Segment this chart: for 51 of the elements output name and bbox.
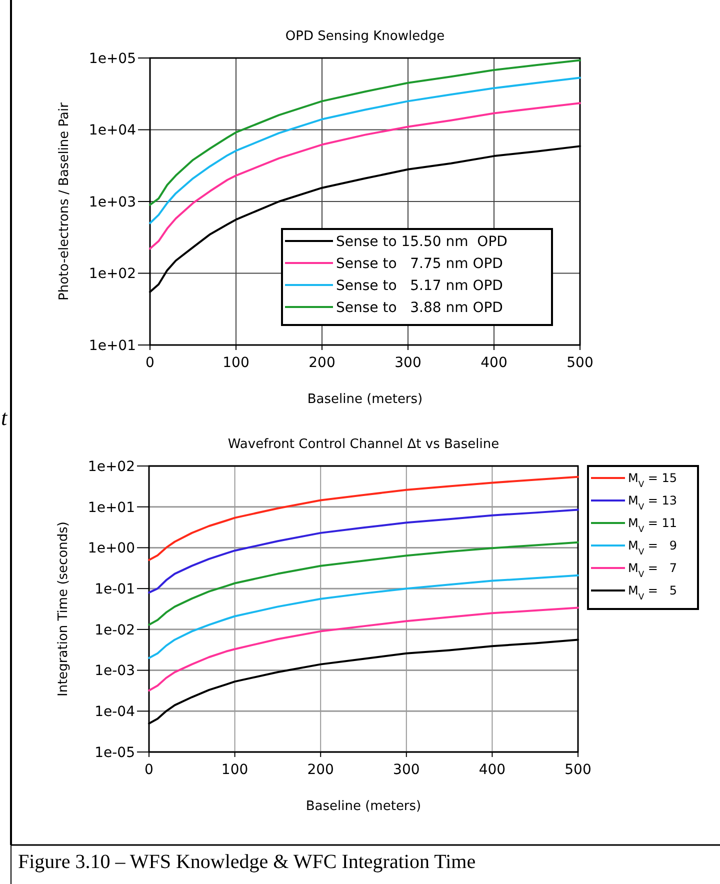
y-tick-label: 1e+04 — [88, 122, 136, 139]
caption: Figure 3.10 – WFS Knowledge & WFC Integration Time — [18, 851, 476, 873]
y-tick-label: 1e-04 — [94, 704, 136, 720]
y-tick-label: 1e+03 — [88, 194, 136, 210]
x-tick-label: 0 — [146, 355, 154, 371]
legend-label: Sense to 7.75 nm OPD — [336, 256, 503, 272]
x-tick-label: 200 — [307, 762, 334, 778]
line-series — [148, 508, 579, 594]
chart-title: OPD Sensing Knowledge — [285, 29, 445, 44]
x-tick-label: 300 — [394, 355, 422, 371]
line-series — [148, 476, 579, 562]
y-tick-label: 1e+00 — [88, 540, 135, 557]
x-axis-title: Baseline (meters) — [307, 392, 423, 407]
line-series — [149, 76, 581, 224]
y-tick-label: 1e-02 — [94, 622, 135, 638]
y-tick-label: 1e+05 — [88, 50, 136, 67]
x-axis-title: Baseline (meters) — [306, 799, 422, 814]
x-tick-label: 100 — [221, 762, 248, 778]
legend-label: M$_{V}$ = 11 — [628, 516, 678, 534]
y-tick-label: 1e-01 — [94, 581, 135, 598]
x-tick-label: 500 — [564, 762, 592, 778]
x-tick-label: 100 — [222, 355, 250, 371]
line-series — [148, 574, 579, 659]
legend-label: M$_{V}$ = 15 — [628, 471, 678, 490]
x-tick-label: 0 — [144, 762, 154, 778]
y-tick-label: 1e+02 — [88, 266, 136, 282]
line-series — [149, 59, 581, 206]
y-tick-label: 1e+01 — [88, 500, 135, 516]
x-tick-label: 500 — [566, 355, 594, 371]
line-series — [148, 606, 579, 692]
chart-title: Wavefront Control Channel Δt vs Baseline — [228, 437, 500, 452]
line-series — [148, 541, 579, 626]
text: t — [1, 405, 8, 430]
legend-label: Sense to 15.50 nm OPD — [336, 234, 508, 250]
y-axis-title: Integration Time (seconds) — [56, 522, 71, 696]
legend-label: M$_{V}$ = 13 — [628, 494, 678, 512]
legend-label: M$_{V}$ = 7 — [628, 561, 678, 580]
legend-label: M$_{V}$ = 9 — [628, 538, 678, 557]
x-tick-label: 200 — [308, 355, 336, 371]
y-tick-label: 1e-05 — [94, 744, 135, 761]
y-tick-label: 1e+01 — [88, 338, 136, 354]
y-tick-label: 1e+02 — [88, 458, 135, 475]
x-tick-label: 300 — [393, 762, 420, 778]
legend-label: M$_{V}$ = 5 — [628, 584, 678, 602]
x-tick-label: 400 — [480, 355, 508, 371]
legend-label: Sense to 3.88 nm OPD — [336, 300, 503, 316]
y-axis-title: Photo-electrons / Baseline Pair — [57, 102, 72, 300]
legend-label: Sense to 5.17 nm OPD — [336, 278, 503, 294]
y-tick-label: 1e-03 — [94, 663, 135, 680]
line-series — [149, 102, 581, 250]
x-tick-label: 400 — [478, 762, 506, 778]
